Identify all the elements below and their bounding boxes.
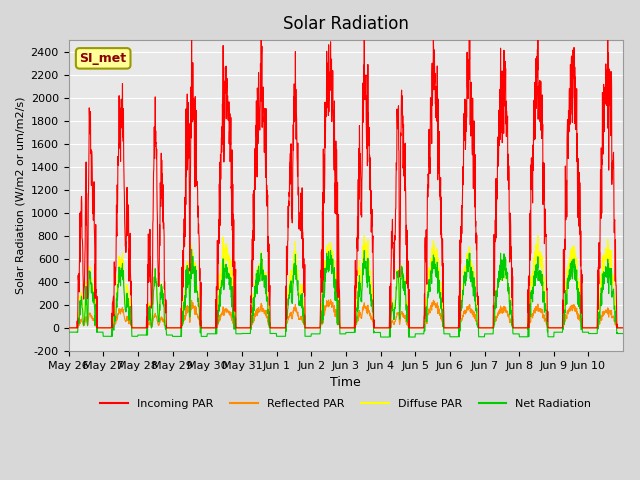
Legend: Incoming PAR, Reflected PAR, Diffuse PAR, Net Radiation: Incoming PAR, Reflected PAR, Diffuse PAR… [96,395,596,414]
Y-axis label: Solar Radiation (W/m2 or um/m2/s): Solar Radiation (W/m2 or um/m2/s) [15,97,25,294]
Text: SI_met: SI_met [79,52,127,65]
Title: Solar Radiation: Solar Radiation [283,15,409,33]
X-axis label: Time: Time [330,376,361,389]
